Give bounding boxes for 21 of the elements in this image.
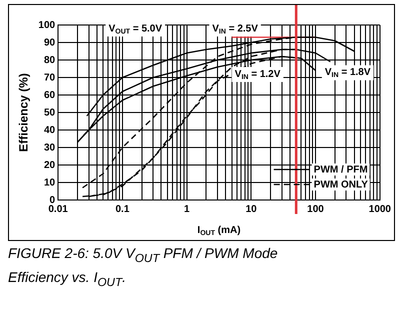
y-tick-label: 60: [44, 90, 56, 101]
y-axis-title: Efficiency (%): [16, 73, 31, 152]
y-tick-label: 0: [50, 194, 56, 206]
y-tick-label: 100: [38, 20, 56, 31]
text: FIGURE 2-6: 5.0V V$_{OUT}$ PFM / PWM Mode Efficiency vs. I$_{OUT}$.: [8, 245, 278, 289]
x-tick-label: 0.1: [115, 204, 130, 215]
y-tick-label: 80: [44, 54, 56, 66]
legend-label: PWM / PFM: [314, 164, 368, 176]
x-tick-label: 10: [246, 204, 258, 215]
legend-label: PWM ONLY: [314, 179, 368, 190]
x-tick-label: 1: [184, 204, 190, 215]
y-tick-label: 50: [44, 107, 56, 118]
y-tick-label: 70: [44, 72, 56, 84]
y-tick-label: 20: [44, 160, 56, 171]
x-tick-label: 100: [307, 204, 324, 215]
y-tick-label: 90: [44, 37, 56, 48]
x-tick-label: 1000: [368, 204, 392, 215]
x-tick-label: 0.01: [48, 204, 68, 215]
y-tick-label: 10: [44, 177, 56, 188]
y-tick-label: 40: [44, 124, 56, 136]
y-tick-label: 30: [44, 142, 56, 154]
